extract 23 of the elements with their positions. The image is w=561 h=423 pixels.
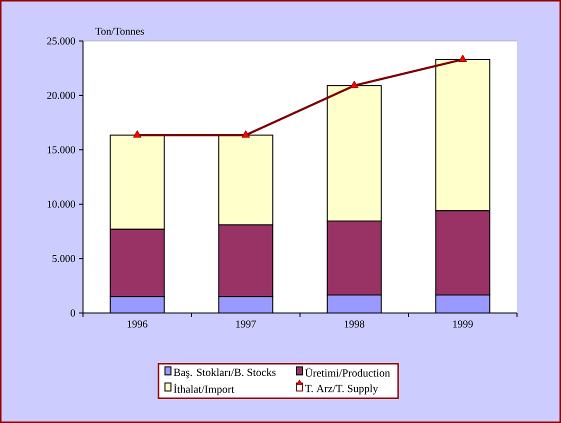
y-tick-label: 25.000 [47,37,76,45]
legend-label: Üretimi/Production [305,368,390,377]
y-tick-label: 15.000 [48,146,76,154]
bar [218,296,273,313]
point [458,54,467,62]
point [133,130,142,138]
x-tick-label: 1999 [453,320,473,328]
legend-label: T. Arz/T. Supply [305,384,378,394]
y-tick-label: 5.000 [52,255,76,262]
x-tick-label: 1997 [236,320,256,328]
legend-label: Baş. Stokları/B. Stocks [174,368,276,378]
y-tick-label: 10.000 [48,200,76,208]
y-tick-label: 20.000 [47,92,76,99]
legend-label: İthalat/Import [174,384,234,396]
point [350,80,358,88]
bar [327,295,382,313]
bar [110,296,164,313]
y-axis-title: Ton/Tonnes [95,28,144,35]
point [242,130,250,138]
x-tick-label: 1996 [128,320,148,328]
y-tick-label: 0 [70,309,76,317]
x-tick-label: 1998 [344,320,364,328]
bar [435,294,490,313]
